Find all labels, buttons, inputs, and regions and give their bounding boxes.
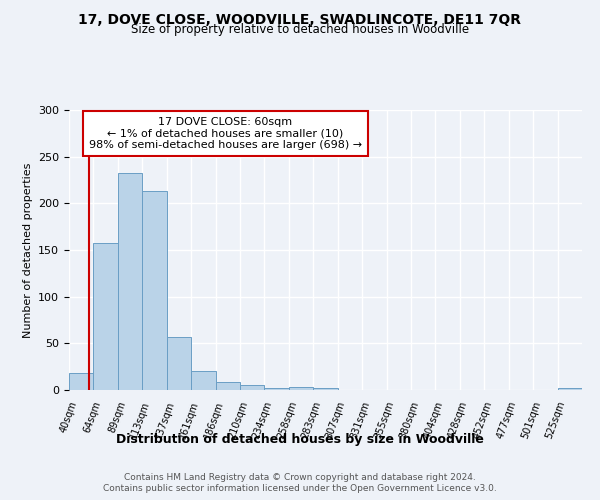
Bar [265, 388, 289, 390]
Bar [191, 372, 215, 390]
Text: Contains HM Land Registry data © Crown copyright and database right 2024.: Contains HM Land Registry data © Crown c… [124, 472, 476, 482]
Bar [69, 373, 94, 390]
Text: Size of property relative to detached houses in Woodville: Size of property relative to detached ho… [131, 24, 469, 36]
Bar [313, 388, 338, 390]
Text: Contains public sector information licensed under the Open Government Licence v3: Contains public sector information licen… [103, 484, 497, 493]
Bar [557, 388, 582, 390]
Text: 17, DOVE CLOSE, WOODVILLE, SWADLINCOTE, DE11 7QR: 17, DOVE CLOSE, WOODVILLE, SWADLINCOTE, … [79, 12, 521, 26]
Bar [167, 337, 191, 390]
Y-axis label: Number of detached properties: Number of detached properties [23, 162, 32, 338]
Bar [289, 387, 313, 390]
Text: Distribution of detached houses by size in Woodville: Distribution of detached houses by size … [116, 432, 484, 446]
Text: 17 DOVE CLOSE: 60sqm
← 1% of detached houses are smaller (10)
98% of semi-detach: 17 DOVE CLOSE: 60sqm ← 1% of detached ho… [89, 117, 362, 150]
Bar [142, 191, 167, 390]
Bar [118, 172, 142, 390]
Bar [215, 382, 240, 390]
Bar [94, 242, 118, 390]
Bar [240, 386, 265, 390]
